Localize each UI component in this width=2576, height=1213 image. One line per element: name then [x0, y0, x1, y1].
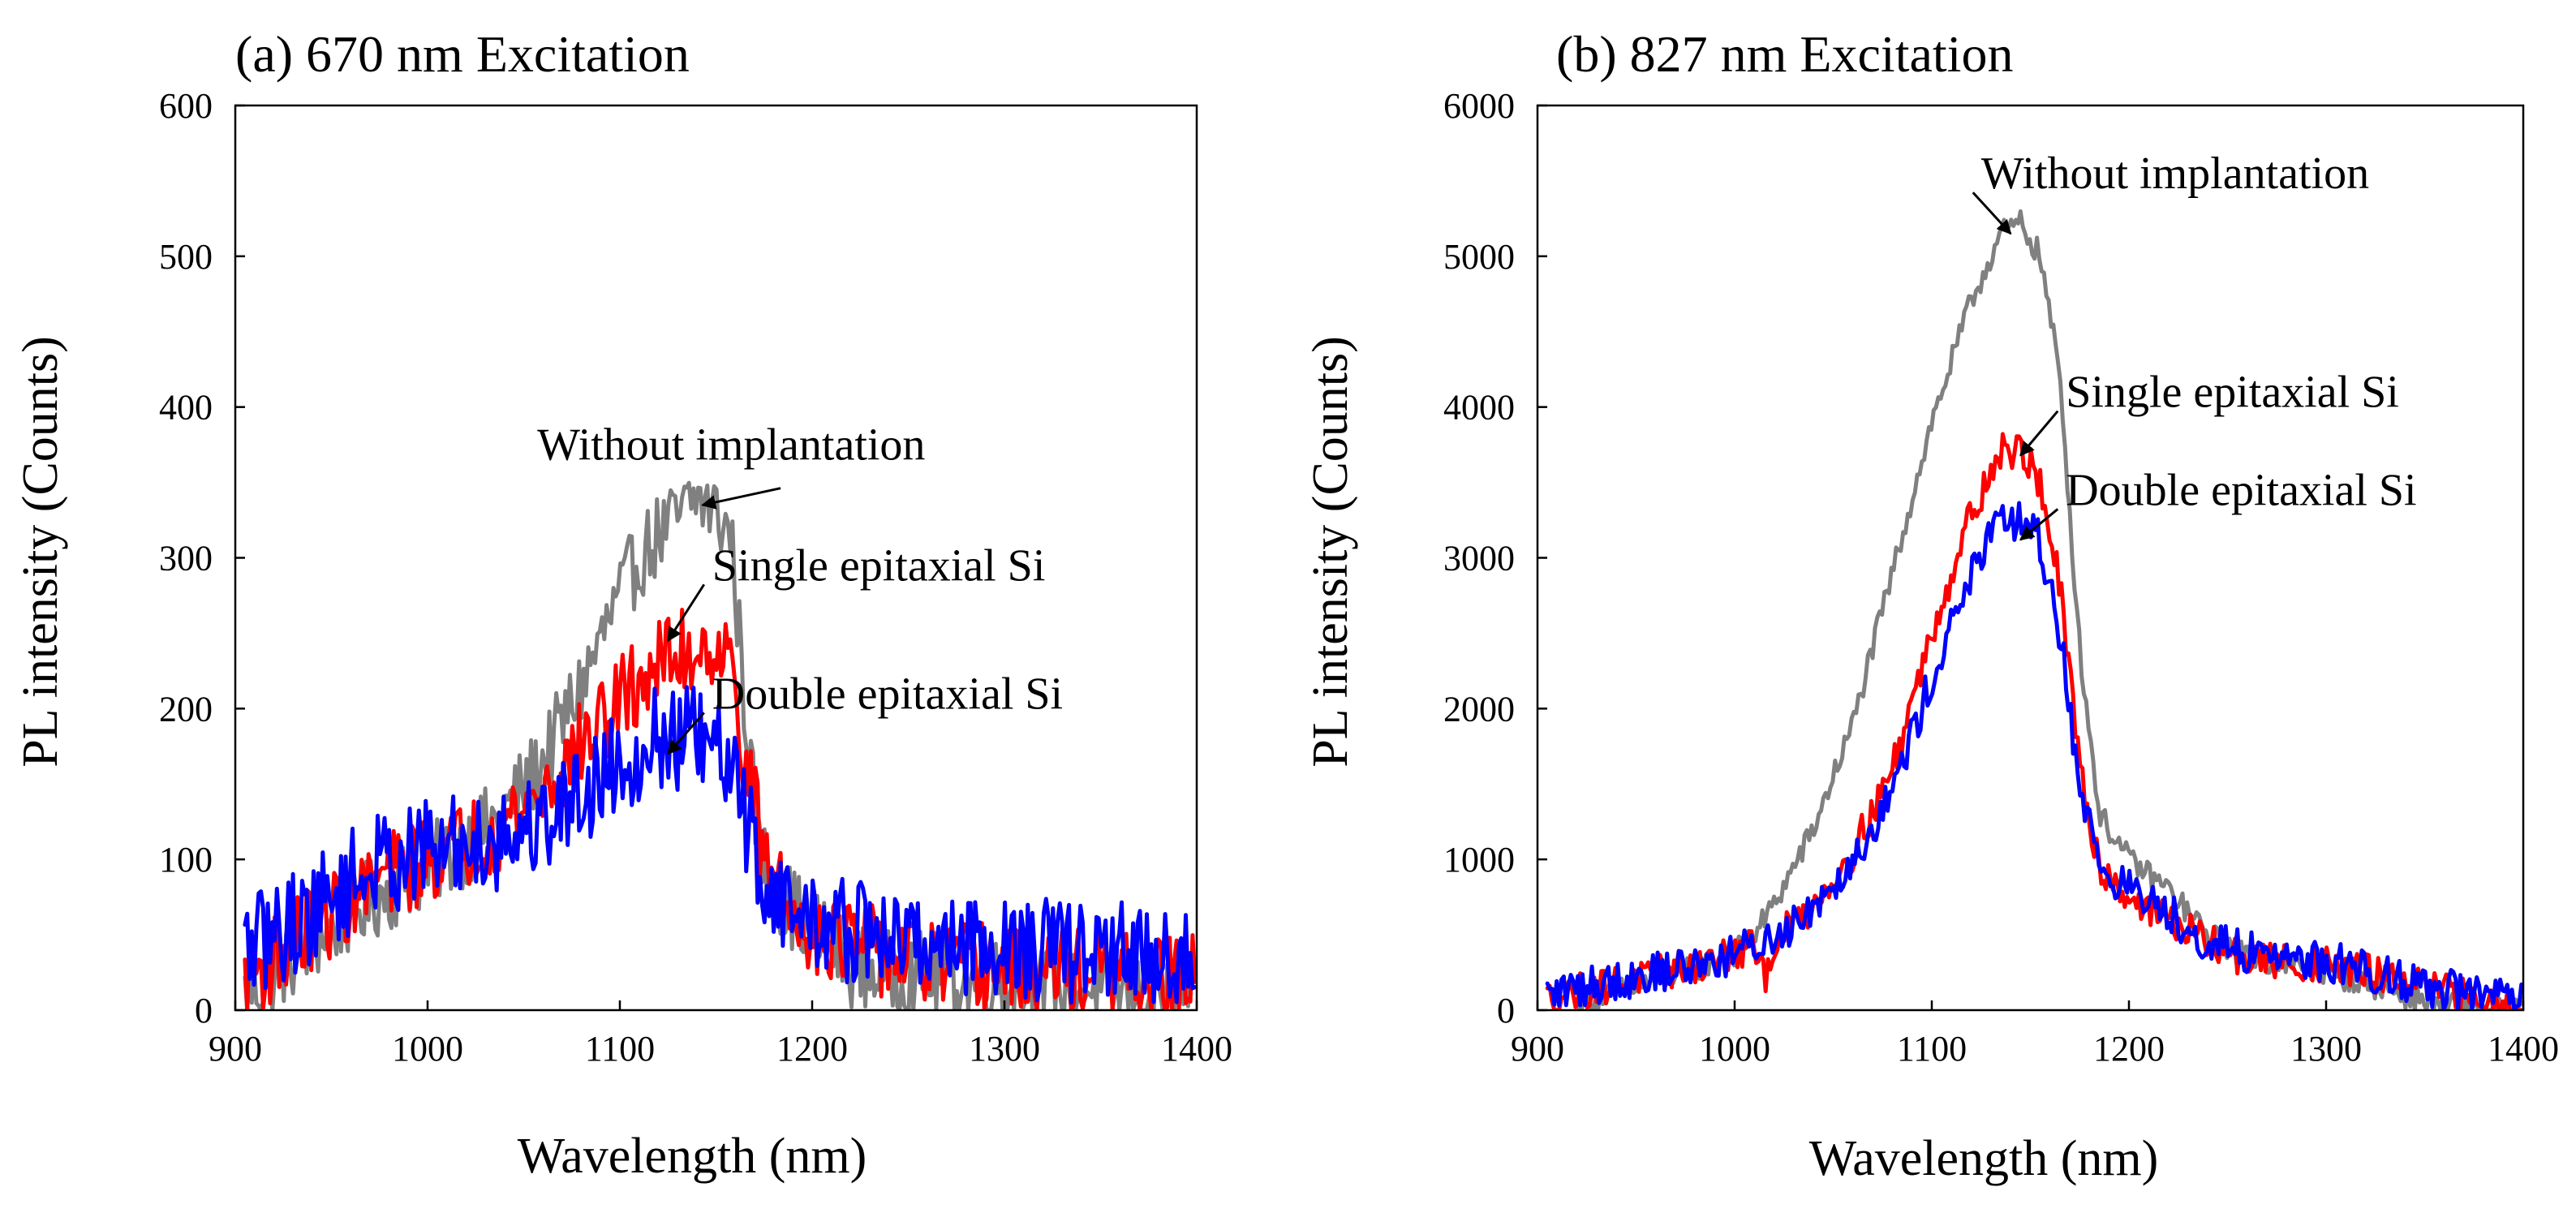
x-tick-label: 1100: [585, 1029, 655, 1069]
chart-title: (b) 827 nm Excitation: [1556, 25, 2013, 83]
panel-b: (b) 827 nm Excitation PL intensity (Coun…: [1303, 25, 2559, 1186]
annotation-label: Double epitaxial Si: [2066, 465, 2416, 515]
y-tick-label: 200: [159, 689, 213, 729]
y-tick-label: 100: [159, 840, 213, 880]
x-tick-label: 1200: [776, 1029, 848, 1069]
x-tick-label: 900: [1511, 1029, 1564, 1069]
x-tick-label: 1400: [1161, 1029, 1232, 1069]
x-axis-label: Wavelength (nm): [1809, 1131, 2159, 1186]
annotation-arrow: [2019, 508, 2059, 541]
y-tick-label: 6000: [1443, 86, 1515, 126]
x-tick-label: 1300: [969, 1029, 1040, 1069]
y-axis-label: PL intensity (Counts): [1303, 336, 1358, 768]
y-axis-label: PL intensity (Counts): [13, 336, 68, 768]
x-tick-label: 1000: [392, 1029, 463, 1069]
series-line-without-implantation: [1575, 209, 2523, 1010]
x-tick-label: 1400: [2488, 1029, 2559, 1069]
x-tick-label: 1200: [2093, 1029, 2165, 1069]
y-tick-label: 500: [159, 237, 213, 277]
annotation-label: Without implantation: [537, 420, 925, 471]
y-tick-label: 0: [195, 991, 213, 1030]
y-tick-label: 400: [159, 388, 213, 428]
annotation-arrow: [2019, 410, 2059, 457]
annotation-arrow: [666, 583, 706, 643]
series-line-double-epitaxial-si: [243, 685, 1197, 1005]
annotation-arrow: [1972, 191, 2012, 235]
annotation-arrow: [701, 487, 781, 510]
series-line-double-epitaxial-si: [1545, 501, 2523, 1010]
x-tick-label: 1000: [1699, 1029, 1770, 1069]
series-group: [243, 480, 1197, 1010]
x-tick-label: 1300: [2290, 1029, 2362, 1069]
y-tick-label: 300: [159, 539, 213, 579]
y-tick-label: 600: [159, 86, 213, 126]
y-tick-label: 2000: [1443, 689, 1515, 729]
x-tick-label: 1100: [1897, 1029, 1967, 1069]
annotation-label: Without implantation: [1981, 148, 2369, 199]
x-axis-label: Wavelength (nm): [518, 1129, 867, 1184]
series-group: [1545, 209, 2523, 1010]
y-tick-label: 3000: [1443, 539, 1515, 579]
chart-title: (a) 670 nm Excitation: [235, 25, 690, 83]
panel-a: (a) 670 nm Excitation PL intensity (Coun…: [13, 25, 1232, 1184]
y-tick-label: 1000: [1443, 840, 1515, 880]
annotation-label: Double epitaxial Si: [712, 669, 1063, 719]
y-tick-label: 0: [1497, 991, 1515, 1030]
y-tick-label: 4000: [1443, 388, 1515, 428]
annotation-arrow: [667, 712, 705, 755]
y-tick-label: 5000: [1443, 237, 1515, 277]
annotation-label: Single epitaxial Si: [2066, 368, 2399, 418]
x-tick-label: 900: [209, 1029, 262, 1069]
annotation-label: Single epitaxial Si: [712, 540, 1046, 591]
